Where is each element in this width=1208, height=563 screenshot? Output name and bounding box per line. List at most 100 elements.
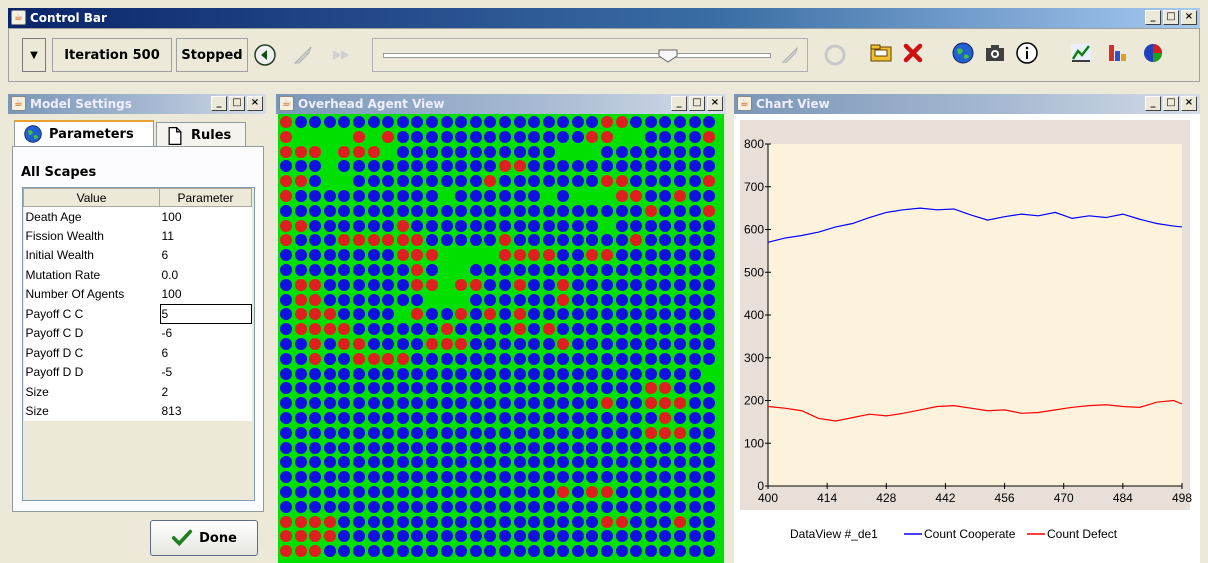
agent-cooperate bbox=[615, 471, 628, 484]
maximize-button[interactable]: □ bbox=[1163, 96, 1179, 111]
agent-cooperate bbox=[659, 441, 672, 454]
agent-cooperate bbox=[557, 130, 570, 143]
agent-defect bbox=[352, 145, 365, 158]
column-header-value[interactable]: Value bbox=[23, 188, 160, 207]
agent-cooperate bbox=[411, 160, 424, 173]
agent-cooperate bbox=[469, 293, 482, 306]
table-row[interactable]: Payoff C D -6 bbox=[23, 323, 252, 343]
agent-cooperate bbox=[352, 515, 365, 528]
delete-button[interactable] bbox=[898, 38, 928, 68]
line-chart[interactable]: 0 100 200 300 400 500 600 700 800 400 414 428 442 456… bbox=[734, 114, 1200, 563]
speed-slider[interactable] bbox=[372, 38, 808, 72]
globe-button[interactable] bbox=[948, 38, 978, 68]
agent-cooperate bbox=[469, 367, 482, 380]
agent-grid[interactable] bbox=[278, 114, 724, 563]
close-button[interactable]: × bbox=[1181, 96, 1197, 111]
minimize-button[interactable]: _ bbox=[1145, 96, 1161, 111]
parameter-value[interactable]: 11 bbox=[159, 226, 252, 246]
agent-cooperate bbox=[396, 456, 409, 469]
agent-cooperate bbox=[571, 293, 584, 306]
maximize-button[interactable]: □ bbox=[1163, 10, 1179, 25]
parameter-value[interactable]: 100 bbox=[159, 284, 252, 304]
agent-defect bbox=[382, 234, 395, 247]
pie-chart-button[interactable] bbox=[1138, 38, 1168, 68]
empty-cell bbox=[295, 131, 307, 143]
reload-button[interactable] bbox=[820, 40, 850, 70]
parameter-value[interactable]: 2 bbox=[159, 382, 252, 402]
tab-rules[interactable]: Rules bbox=[156, 122, 246, 148]
parameter-value[interactable]: -6 bbox=[159, 323, 252, 343]
parameter-value[interactable]: 6 bbox=[159, 343, 252, 363]
agent-cooperate bbox=[630, 175, 643, 188]
agent-cooperate bbox=[469, 337, 482, 350]
step-button[interactable] bbox=[250, 40, 280, 70]
agent-cooperate bbox=[688, 411, 701, 424]
agent-cooperate bbox=[542, 337, 555, 350]
close-button[interactable]: × bbox=[707, 96, 723, 111]
agent-cooperate bbox=[338, 367, 351, 380]
table-row[interactable]: Size 813 bbox=[23, 401, 252, 421]
maximize-button[interactable]: □ bbox=[229, 96, 245, 111]
agent-cooperate bbox=[513, 352, 526, 365]
minimize-button[interactable]: _ bbox=[1145, 10, 1161, 25]
column-header-parameter[interactable]: Parameter bbox=[159, 188, 252, 207]
agent-cooperate bbox=[703, 293, 716, 306]
agent-cooperate bbox=[571, 426, 584, 439]
maximize-button[interactable]: □ bbox=[689, 96, 705, 111]
table-row[interactable]: Fission Wealth 11 bbox=[23, 226, 252, 246]
table-row[interactable]: Payoff D D -5 bbox=[23, 362, 252, 382]
table-row[interactable]: Number Of Agents 100 bbox=[23, 284, 252, 304]
parameter-value[interactable]: 813 bbox=[159, 401, 252, 421]
run-button[interactable] bbox=[288, 40, 318, 70]
agent-cooperate bbox=[674, 352, 687, 365]
slider-thumb[interactable] bbox=[658, 48, 678, 63]
minimize-button[interactable]: _ bbox=[671, 96, 687, 111]
open-folder-button[interactable] bbox=[866, 38, 896, 68]
minimize-button[interactable]: _ bbox=[211, 96, 227, 111]
fast-forward-button[interactable] bbox=[326, 40, 356, 70]
agent-cooperate bbox=[338, 219, 351, 232]
line-chart-button[interactable] bbox=[1066, 38, 1096, 68]
table-row[interactable]: Mutation Rate 0.0 bbox=[23, 265, 252, 285]
camera-button[interactable] bbox=[980, 38, 1010, 68]
table-row[interactable]: Death Age 100 bbox=[23, 206, 252, 226]
bar-chart-button[interactable] bbox=[1102, 38, 1132, 68]
parameter-value[interactable]: 6 bbox=[159, 245, 252, 265]
agent-cooperate bbox=[703, 145, 716, 158]
parameter-value[interactable]: 0.0 bbox=[159, 265, 252, 285]
agent-cooperate bbox=[469, 145, 482, 158]
agent-cooperate bbox=[659, 189, 672, 202]
agent-cooperate bbox=[469, 116, 482, 128]
agent-cooperate bbox=[411, 352, 424, 365]
parameter-value[interactable]: 5 bbox=[159, 304, 252, 324]
dropdown-button[interactable]: ▼ bbox=[22, 38, 46, 72]
agent-cooperate bbox=[498, 456, 511, 469]
info-button[interactable] bbox=[1012, 38, 1042, 68]
agent-cooperate bbox=[425, 308, 438, 321]
agent-cooperate bbox=[338, 471, 351, 484]
parameter-value[interactable]: -5 bbox=[159, 362, 252, 382]
agent-cooperate bbox=[455, 352, 468, 365]
agent-cooperate bbox=[323, 441, 336, 454]
agent-cooperate bbox=[382, 426, 395, 439]
agent-cooperate bbox=[688, 367, 701, 380]
close-button[interactable]: × bbox=[1181, 10, 1197, 25]
agent-cooperate bbox=[294, 189, 307, 202]
parameter-name: Payoff D C bbox=[23, 343, 160, 363]
close-button[interactable]: × bbox=[247, 96, 263, 111]
table-row[interactable]: Size 2 bbox=[23, 382, 252, 402]
agent-cooperate bbox=[338, 308, 351, 321]
agent-cooperate bbox=[542, 515, 555, 528]
agent-defect bbox=[425, 337, 438, 350]
done-button[interactable]: Done bbox=[150, 520, 258, 556]
empty-cell bbox=[543, 190, 555, 202]
agent-cooperate bbox=[352, 116, 365, 128]
agent-cooperate bbox=[338, 116, 351, 128]
agent-defect bbox=[659, 411, 672, 424]
parameter-value[interactable]: 100 bbox=[159, 206, 252, 226]
tab-parameters[interactable]: Parameters bbox=[14, 120, 154, 146]
table-row[interactable]: Initial Wealth 6 bbox=[23, 245, 252, 265]
agent-cooperate bbox=[367, 411, 380, 424]
